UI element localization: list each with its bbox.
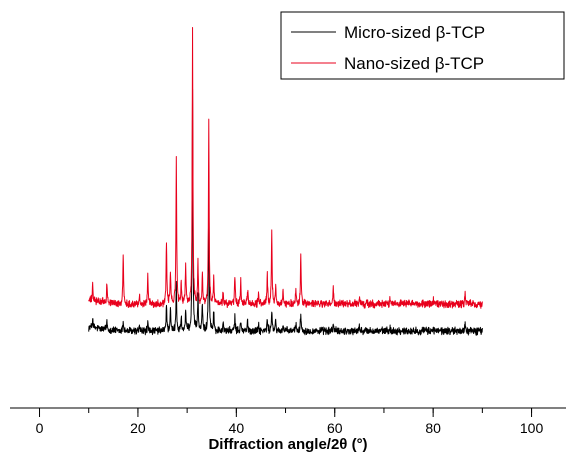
x-tick-label: 80 (425, 420, 441, 436)
x-tick-label: 0 (36, 420, 44, 436)
x-tick-label: 40 (229, 420, 245, 436)
x-tick-label: 60 (327, 420, 343, 436)
x-axis-ticks: 0 20 40 60 80 100 (36, 408, 544, 436)
legend: Micro-sized β-TCP Nano-sized β-TCP (280, 11, 565, 80)
plot-area (88, 27, 483, 336)
legend-label-micro-sized: Micro-sized β-TCP (344, 23, 485, 42)
x-tick-label: 20 (130, 420, 146, 436)
x-tick-label: 100 (520, 420, 544, 436)
series-line-micro-sized (88, 88, 483, 336)
x-axis-title: Diffraction angle/2θ (°) (208, 436, 367, 453)
series-line-nano-sized (88, 27, 483, 309)
legend-box (280, 11, 565, 80)
legend-label-nano-sized: Nano-sized β-TCP (344, 54, 484, 73)
